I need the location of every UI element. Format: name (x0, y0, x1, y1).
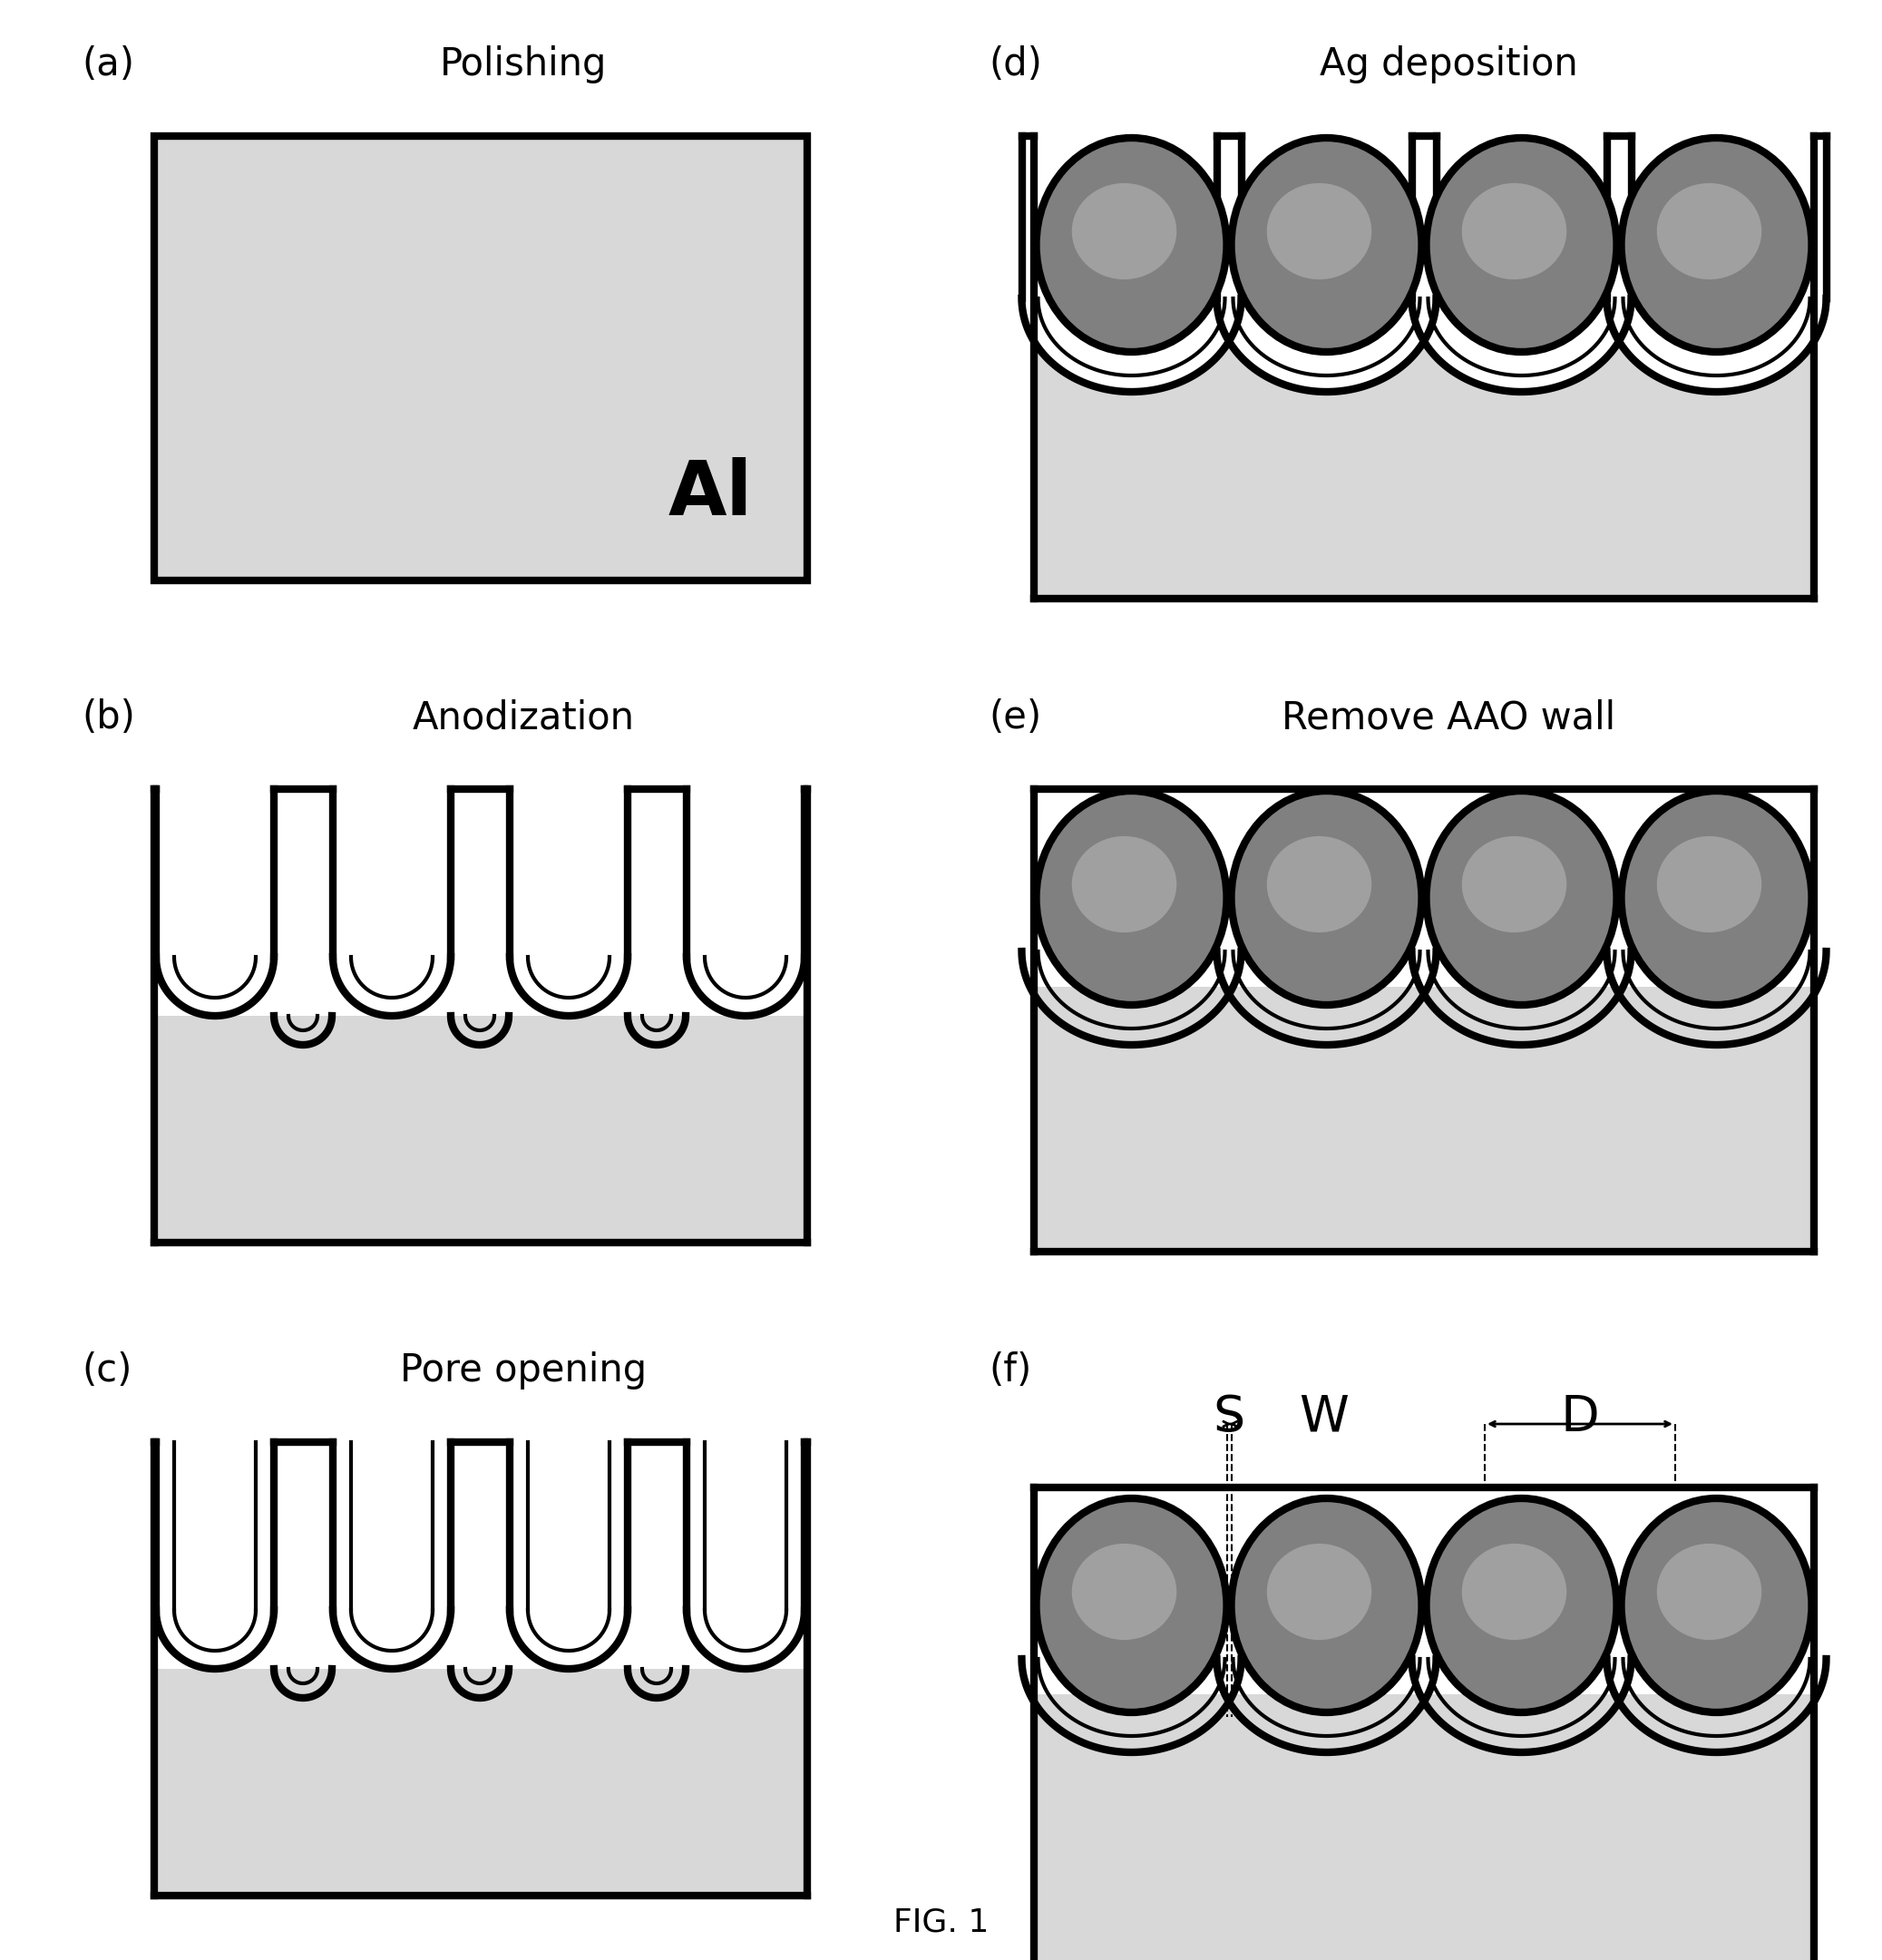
Ellipse shape (1427, 792, 1617, 1005)
Bar (154, 1668, 807, 1895)
Ellipse shape (1620, 792, 1812, 1005)
Bar (510, 790, 627, 956)
Polygon shape (1607, 135, 1826, 392)
Ellipse shape (1462, 1544, 1566, 1641)
Ellipse shape (1267, 182, 1372, 280)
Bar (156, 670, 275, 790)
Ellipse shape (1073, 182, 1176, 280)
Ellipse shape (1231, 1497, 1421, 1713)
Ellipse shape (1656, 1544, 1762, 1641)
Ellipse shape (1231, 792, 1421, 1005)
Text: (c): (c) (81, 1350, 132, 1390)
Text: (a): (a) (81, 45, 134, 84)
Text: Polishing: Polishing (440, 45, 606, 84)
Ellipse shape (1073, 1544, 1176, 1641)
Polygon shape (1412, 135, 1632, 392)
Text: FIG. 1: FIG. 1 (894, 1907, 988, 1938)
Ellipse shape (1462, 182, 1566, 280)
Bar (154, 135, 807, 580)
Ellipse shape (1656, 837, 1762, 933)
Ellipse shape (1267, 837, 1372, 933)
Text: Pore opening: Pore opening (399, 1350, 647, 1390)
Bar (1033, 1693, 1814, 1960)
Bar (510, 1325, 627, 1443)
Text: S: S (1214, 1394, 1246, 1443)
Bar (687, 670, 804, 790)
Text: Al: Al (668, 457, 753, 531)
Text: W: W (1299, 1394, 1349, 1443)
Ellipse shape (1656, 182, 1762, 280)
Ellipse shape (156, 1550, 275, 1668)
Text: Ag deposition: Ag deposition (1319, 45, 1577, 84)
Ellipse shape (1073, 837, 1176, 933)
Ellipse shape (333, 898, 452, 1015)
Bar (156, 790, 275, 956)
Bar (1033, 986, 1814, 1252)
Bar (154, 1015, 807, 1243)
Text: (d): (d) (988, 45, 1043, 84)
Text: (b): (b) (81, 698, 136, 737)
Ellipse shape (1620, 137, 1812, 353)
Bar (687, 1325, 804, 1443)
Bar (333, 1325, 452, 1443)
Ellipse shape (1462, 837, 1566, 933)
Ellipse shape (1231, 137, 1421, 353)
Ellipse shape (510, 898, 627, 1015)
Bar (510, 1443, 627, 1609)
Bar (333, 1443, 452, 1609)
Polygon shape (1022, 135, 1242, 392)
Bar (333, 670, 452, 790)
Text: (e): (e) (988, 698, 1041, 737)
Ellipse shape (687, 898, 804, 1015)
Ellipse shape (1427, 137, 1617, 353)
Ellipse shape (1427, 1497, 1617, 1713)
Text: (f): (f) (988, 1350, 1031, 1390)
Polygon shape (1218, 135, 1436, 392)
Bar (510, 670, 627, 790)
Ellipse shape (156, 898, 275, 1015)
Bar (156, 1443, 275, 1609)
Ellipse shape (510, 1550, 627, 1668)
Bar (333, 790, 452, 956)
Ellipse shape (1620, 1497, 1812, 1713)
Ellipse shape (1267, 1544, 1372, 1641)
Ellipse shape (1037, 792, 1227, 1005)
Bar (156, 1325, 275, 1443)
Ellipse shape (1037, 137, 1227, 353)
Text: D: D (1560, 1394, 1600, 1443)
Text: Anodization: Anodization (412, 698, 634, 737)
Ellipse shape (333, 1550, 452, 1668)
Bar (687, 1443, 804, 1609)
Bar (687, 790, 804, 956)
Ellipse shape (687, 1550, 804, 1668)
Text: Remove AAO wall: Remove AAO wall (1282, 698, 1615, 737)
Bar (1033, 333, 1814, 598)
Ellipse shape (1037, 1497, 1227, 1713)
